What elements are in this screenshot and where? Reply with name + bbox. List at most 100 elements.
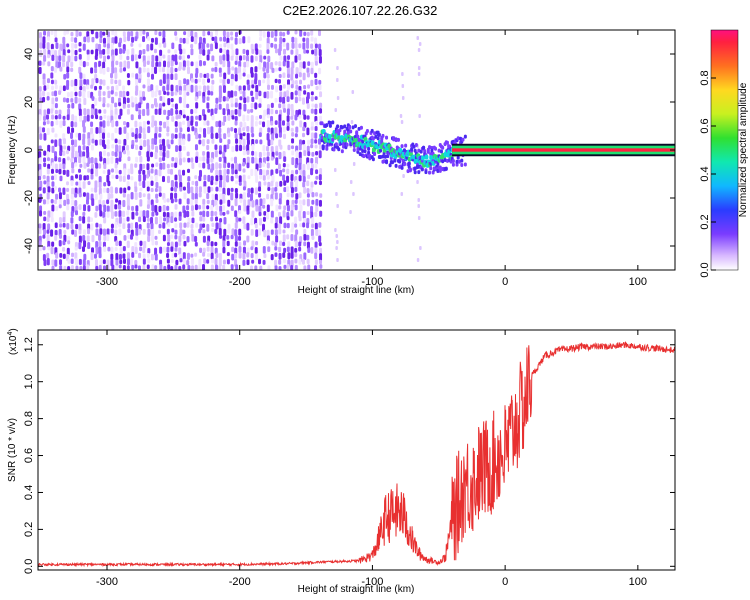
spectrogram-noise-cell (174, 67, 178, 73)
spectrogram-noise-cell (178, 241, 182, 247)
snr-y-tick-label: 0.8 (23, 411, 35, 426)
spectrogram-x-label: Height of straight line (km) (298, 285, 415, 296)
spectrogram-noise-cell (306, 42, 310, 49)
spectrogram-noise-cell (282, 84, 286, 89)
spectrogram-noise-cell (310, 108, 314, 114)
spectrogram-noise-cell (122, 175, 126, 183)
spectrogram-noise-cell (274, 127, 278, 135)
spectrogram-noise-cell (294, 90, 298, 96)
spectrogram-noise-cell (255, 91, 259, 100)
signal-core-cell (420, 155, 425, 161)
spectrogram-noise-cell (46, 42, 50, 50)
spectrogram-noise-cell (274, 97, 278, 103)
spectrogram-noise-cell (231, 66, 235, 71)
spectrogram-noise-cell (142, 174, 146, 182)
spectrogram-noise-cell (78, 258, 82, 266)
spectrogram-noise-cell (202, 60, 206, 66)
spectrogram-noise-cell (154, 126, 158, 135)
spectrogram-noise-cell (58, 90, 62, 95)
spectrogram-noise-cell (234, 222, 238, 229)
spectrogram-noise-cell (167, 61, 171, 68)
spectrogram-noise-cell (319, 168, 323, 176)
spectrogram-noise-cell (194, 96, 198, 102)
spectrogram-noise-cell (51, 204, 55, 212)
spectrogram-noise-cell (275, 145, 279, 154)
spectrogram-noise-cell (50, 85, 54, 91)
spectrogram-noise-cell (254, 187, 258, 195)
spectrogram-noise-cell (190, 120, 194, 126)
spectrogram-y-tick-label: 0 (23, 147, 35, 153)
spectrogram-noise-cell (247, 187, 251, 194)
spectrogram-noise-cell (279, 240, 283, 247)
spectrogram-noise-cell (210, 157, 214, 163)
spectrogram-noise-cell (54, 163, 58, 171)
spectrogram-noise-cell (291, 157, 295, 166)
spectrogram-noise-cell (190, 205, 194, 212)
spectrogram-noise-cell (79, 60, 83, 67)
spectrogram-noise-cell (111, 144, 115, 149)
signal-halo-cell (332, 147, 336, 152)
spectrogram-noise-cell (79, 79, 83, 87)
spectrogram-noise-cell (63, 229, 67, 235)
spectrogram-noise-cell (298, 241, 302, 247)
spectrogram-noise-cell (230, 157, 234, 162)
spectrogram-noise-cell (83, 204, 87, 212)
signal-halo-cell (406, 169, 410, 174)
spectrogram-noise-cell (234, 102, 238, 108)
signal-halo-cell (457, 159, 461, 164)
spectrogram-noise-cell (46, 168, 50, 175)
spectrogram-noise-cell (246, 114, 250, 122)
spectrogram-noise-cell (202, 216, 206, 222)
spectrogram-noise-cell (319, 210, 323, 217)
spectrogram-noise-cell (99, 138, 103, 146)
spectrogram-noise-cell (250, 66, 254, 74)
spectrogram-noise-cell (86, 36, 90, 43)
spectrogram-noise-cell (314, 163, 318, 169)
spectrogram-noise-cell (174, 103, 178, 110)
spectrogram-noise-cell (246, 210, 250, 215)
spectrogram-noise-cell (46, 229, 50, 234)
spectrogram-noise-cell (166, 150, 170, 159)
spectrogram-noise-cell (210, 91, 214, 96)
spectrogram-noise-cell (166, 78, 170, 86)
spectrogram-noise-cell (82, 216, 86, 224)
spectrogram-noise-cell (215, 204, 219, 211)
spectrogram-noise-cell (55, 169, 59, 174)
spectrogram-noise-cell (242, 36, 246, 44)
spectrogram-noise-cell (99, 37, 103, 44)
spectrogram-noise-cell (246, 109, 250, 114)
spectrogram-noise-cell (151, 121, 155, 128)
spectrogram-noise-cell (230, 31, 234, 36)
spectrogram-noise-cell (98, 43, 102, 52)
spectrogram-noise-cell (250, 193, 254, 202)
spectrogram-noise-cell (182, 145, 186, 151)
signal-halo-cell (382, 159, 386, 164)
spectrogram-noise-cell (114, 72, 118, 79)
spectrogram-noise-cell (270, 169, 274, 177)
spectrogram-noise-cell (259, 174, 263, 180)
spectrogram-noise-cell (110, 72, 114, 79)
spectrogram-noise-cell (110, 259, 114, 267)
spectrogram-noise-cell (223, 72, 227, 80)
spectrogram-noise-cell (210, 73, 214, 79)
spectrogram-noise-cell (294, 55, 298, 63)
spectrogram-noise-cell (119, 37, 123, 44)
spectrogram-noise-cell (147, 235, 151, 243)
spectrogram-noise-cell (319, 264, 323, 269)
spectrogram-noise-cell (82, 145, 86, 151)
spectrogram-noise-cell (219, 175, 223, 181)
spectrogram-noise-cell (43, 150, 47, 156)
spectrogram-noise-cell (178, 265, 182, 270)
spectrogram-noise-cell (291, 222, 295, 230)
spectrogram-noise-cell (47, 163, 51, 170)
spectrogram-noise-cell (151, 211, 155, 217)
spectrogram-noise-cell (234, 109, 238, 115)
spectrogram-noise-cell (206, 139, 210, 145)
spectrogram-noise-cell (206, 43, 210, 48)
spectrogram-noise-cell (290, 259, 294, 267)
signal-core-cell (424, 154, 429, 160)
spectrogram-noise-cell (250, 55, 254, 63)
spectrogram-noise-cell (126, 132, 130, 140)
spectrogram-noise-cell (146, 72, 150, 78)
spectrogram-noise-cell (254, 55, 258, 62)
